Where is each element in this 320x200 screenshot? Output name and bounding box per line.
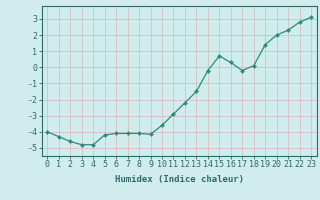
X-axis label: Humidex (Indice chaleur): Humidex (Indice chaleur): [115, 175, 244, 184]
